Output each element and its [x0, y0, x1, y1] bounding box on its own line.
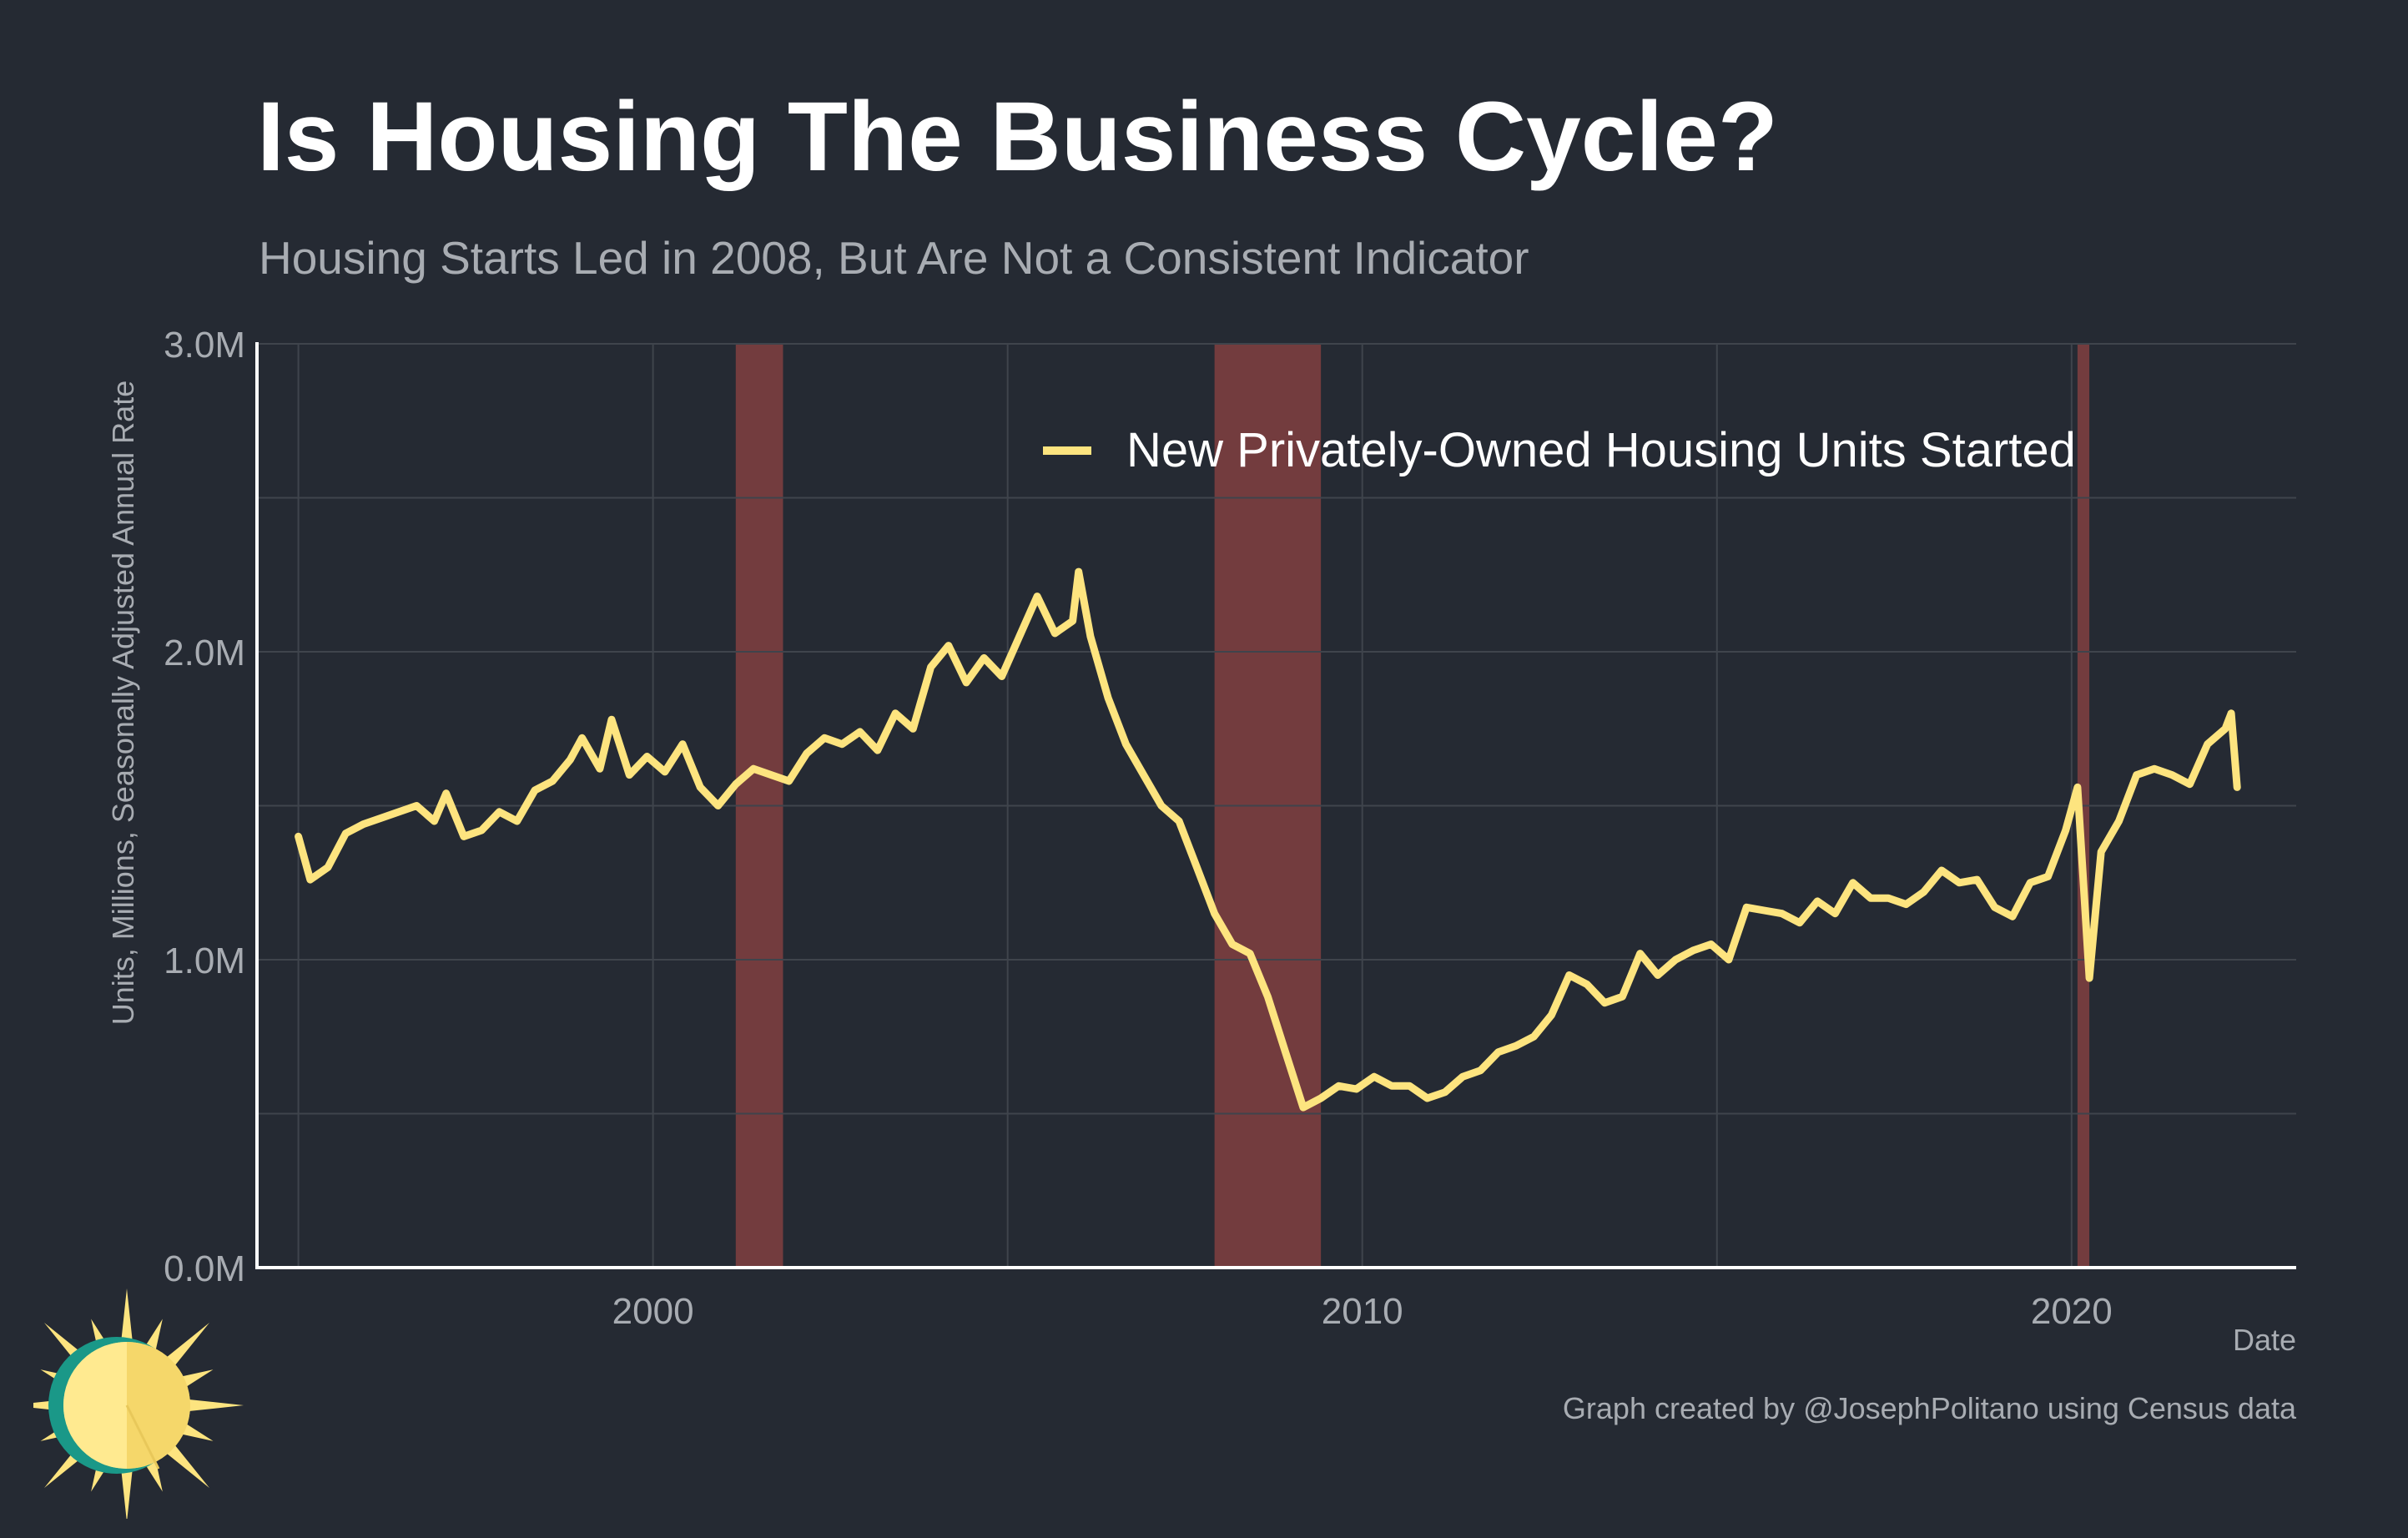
chart-subtitle: Housing Starts Led in 2008, But Are Not …: [259, 232, 1529, 284]
x-axis-label: Date: [2232, 1323, 2296, 1357]
legend-label: New Privately-Owned Housing Units Starte…: [1126, 423, 2076, 477]
sun-logo-icon: [33, 1288, 244, 1519]
x-tick-label: 2010: [1322, 1291, 1403, 1332]
tick-labels: 0.0M 1.0M 2.0M 3.0M 2000 2010 2020: [164, 325, 2113, 1332]
y-tick-label: 3.0M: [164, 325, 245, 366]
legend: New Privately-Owned Housing Units Starte…: [1043, 423, 2076, 477]
chart-title: Is Housing The Business Cycle?: [257, 82, 1778, 192]
x-tick-label: 2000: [612, 1291, 694, 1332]
series-line-0: [295, 567, 2241, 1112]
series-lines: [295, 567, 2241, 1112]
x-tick-label: 2020: [2031, 1291, 2113, 1332]
source-credit: Graph created by @JosephPolitano using C…: [1562, 1391, 2296, 1425]
axes: [255, 342, 2296, 1269]
y-tick-label: 1.0M: [164, 940, 245, 981]
y-tick-label: 2.0M: [164, 633, 245, 673]
grid-lines: [257, 343, 2296, 1268]
y-tick-label: 0.0M: [164, 1248, 245, 1289]
